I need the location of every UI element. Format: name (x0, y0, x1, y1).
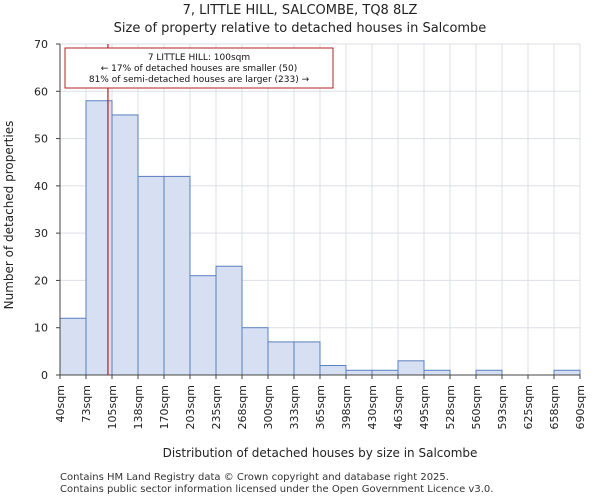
x-tick-label: 203sqm (184, 385, 197, 429)
x-tick-label: 365sqm (314, 385, 327, 429)
y-tick-label: 20 (34, 274, 48, 287)
chart-subtitle: Size of property relative to detached ho… (114, 21, 487, 36)
x-tick-label: 398sqm (340, 385, 353, 429)
bar-463sqm (397, 360, 425, 376)
x-tick-label: 560sqm (470, 385, 483, 429)
y-tick-label: 70 (34, 38, 48, 51)
x-tick-label: 170sqm (158, 385, 171, 429)
x-tick-label: 333sqm (288, 385, 301, 429)
x-tick-label: 105sqm (106, 385, 119, 429)
bar-300sqm (267, 341, 295, 376)
bar-658sqm (553, 369, 581, 376)
x-tick-label: 300sqm (262, 385, 275, 429)
bar-333sqm (293, 341, 321, 376)
x-tick-label: 430sqm (366, 385, 379, 429)
annotation-line-3: 81% of semi-detached houses are larger (… (89, 75, 310, 85)
y-tick-label: 50 (34, 133, 48, 146)
y-tick-label: 30 (34, 227, 48, 240)
bar-268sqm (241, 327, 269, 376)
y-axis-label: Number of detached properties (2, 121, 16, 310)
x-tick-label: 268sqm (236, 385, 249, 429)
x-tick-label: 138sqm (132, 385, 145, 429)
x-tick-label: 658sqm (548, 385, 561, 429)
bar-430sqm (371, 369, 399, 376)
bar-235sqm (215, 265, 243, 376)
bar-138sqm (137, 175, 165, 376)
bar-203sqm (189, 275, 217, 376)
annotation-line-2: ← 17% of detached houses are smaller (50… (101, 64, 298, 74)
y-tick-label: 10 (34, 322, 48, 335)
footer-licence: Contains public sector information licen… (60, 484, 494, 495)
property-marker: 7 LITTLE HILL: 100sqm ← 17% of detached … (64, 44, 334, 375)
bar-40sqm (59, 317, 87, 376)
y-tick-label: 60 (34, 85, 48, 98)
axes (56, 43, 581, 379)
x-tick-label: 625sqm (522, 385, 535, 429)
annotation-box (64, 47, 334, 89)
bar-560sqm (475, 369, 503, 376)
x-tick-label: 40sqm (54, 385, 67, 422)
annotation-line-1: 7 LITTLE HILL: 100sqm (148, 53, 250, 63)
tick-labels: 0 10 20 30 40 50 60 70 40sqm 73sqm 105sqm 138sqm 170… (34, 38, 587, 429)
bar-398sqm (345, 369, 373, 376)
footer-copyright: Contains HM Land Registry data © Crown c… (60, 472, 449, 483)
x-tick-label: 73sqm (80, 385, 93, 422)
x-tick-label: 463sqm (392, 385, 405, 429)
y-tick-label: 40 (34, 180, 48, 193)
y-tick-label: 0 (41, 369, 48, 382)
bar-105sqm (111, 114, 139, 376)
x-tick-label: 528sqm (444, 385, 457, 429)
x-tick-label: 495sqm (418, 385, 431, 429)
x-tick-label: 235sqm (210, 385, 223, 429)
x-tick-label: 593sqm (496, 385, 509, 429)
bar-170sqm (163, 175, 191, 376)
x-tick-label: 690sqm (574, 385, 587, 429)
bar-365sqm (319, 365, 347, 376)
x-axis-label: Distribution of detached houses by size … (163, 446, 478, 460)
bar-495sqm (423, 369, 451, 376)
chart-title: 7, LITTLE HILL, SALCOMBE, TQ8 8LZ (183, 3, 418, 18)
